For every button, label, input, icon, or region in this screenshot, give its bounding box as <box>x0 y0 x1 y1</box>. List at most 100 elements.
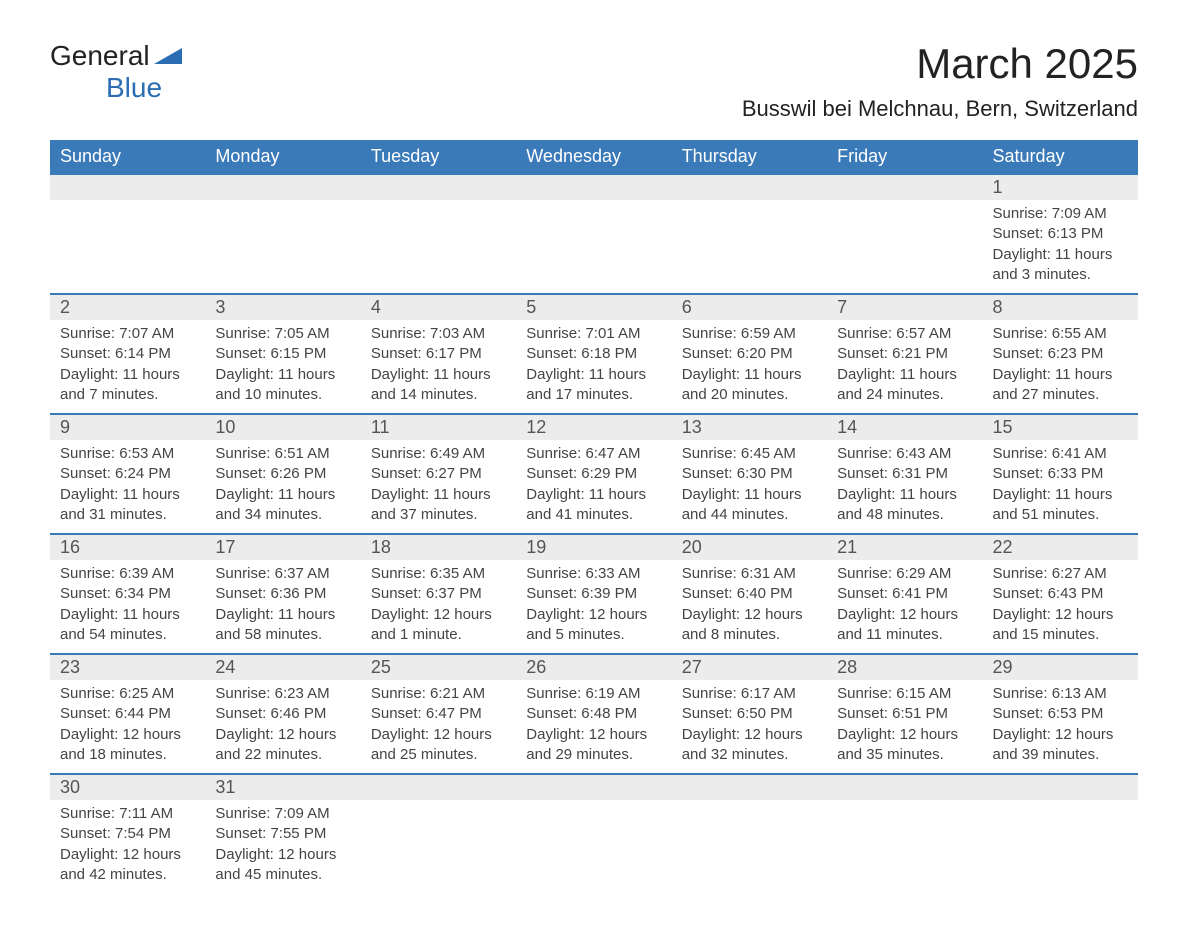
empty-cell <box>827 774 982 800</box>
daylight-text: Daylight: 11 hours and 34 minutes. <box>215 485 350 526</box>
day-number: 7 <box>827 294 982 320</box>
daylight-text: Daylight: 12 hours and 1 minute. <box>371 605 506 646</box>
day-number: 15 <box>983 414 1138 440</box>
sunrise-text: Sunrise: 7:01 AM <box>526 324 661 344</box>
week-daynum-row: 1 <box>50 174 1138 200</box>
sunrise-text: Sunrise: 6:35 AM <box>371 564 506 584</box>
daylight-text: Daylight: 12 hours and 15 minutes. <box>993 605 1128 646</box>
sunset-text: Sunset: 6:18 PM <box>526 344 661 364</box>
sunset-text: Sunset: 6:29 PM <box>526 464 661 484</box>
day-header: Monday <box>205 140 360 174</box>
day-number: 31 <box>205 774 360 800</box>
week-daynum-row: 23242526272829 <box>50 654 1138 680</box>
day-header: Tuesday <box>361 140 516 174</box>
sunset-text: Sunset: 6:47 PM <box>371 704 506 724</box>
day-number: 23 <box>50 654 205 680</box>
sunrise-text: Sunrise: 6:19 AM <box>526 684 661 704</box>
empty-cell <box>516 774 671 800</box>
day-details: Sunrise: 6:49 AMSunset: 6:27 PMDaylight:… <box>361 440 516 534</box>
daylight-text: Daylight: 11 hours and 20 minutes. <box>682 365 817 406</box>
sunset-text: Sunset: 6:37 PM <box>371 584 506 604</box>
day-details: Sunrise: 6:31 AMSunset: 6:40 PMDaylight:… <box>672 560 827 654</box>
daylight-text: Daylight: 11 hours and 37 minutes. <box>371 485 506 526</box>
week-detail-row: Sunrise: 7:07 AMSunset: 6:14 PM Daylight:… <box>50 320 1138 414</box>
empty-cell <box>516 200 671 294</box>
day-number: 16 <box>50 534 205 560</box>
empty-cell <box>827 800 982 893</box>
day-details: Sunrise: 7:09 AMSunset: 7:55 PMDaylight:… <box>205 800 360 893</box>
sunrise-text: Sunrise: 6:27 AM <box>993 564 1128 584</box>
day-details: Sunrise: 6:27 AMSunset: 6:43 PMDaylight:… <box>983 560 1138 654</box>
day-details: Sunrise: 6:33 AMSunset: 6:39 PMDaylight:… <box>516 560 671 654</box>
daylight-text: Daylight: 12 hours and 25 minutes. <box>371 725 506 766</box>
sunset-text: Sunset: 6:30 PM <box>682 464 817 484</box>
day-details: Sunrise: 6:23 AMSunset: 6:46 PMDaylight:… <box>205 680 360 774</box>
day-details: Sunrise: 7:05 AMSunset: 6:15 PMDaylight:… <box>205 320 360 414</box>
page-header: General Blue March 2025 Busswil bei Melc… <box>50 40 1138 122</box>
sunset-text: Sunset: 6:13 PM <box>993 224 1128 244</box>
sunrise-text: Sunrise: 7:11 AM <box>60 804 195 824</box>
empty-cell <box>361 774 516 800</box>
day-details: Sunrise: 7:03 AMSunset: 6:17 PMDaylight:… <box>361 320 516 414</box>
sunrise-text: Sunrise: 6:17 AM <box>682 684 817 704</box>
day-details: Sunrise: 6:15 AMSunset: 6:51 PMDaylight:… <box>827 680 982 774</box>
empty-cell <box>672 800 827 893</box>
sunset-text: Sunset: 7:55 PM <box>215 824 350 844</box>
empty-cell <box>827 200 982 294</box>
sunset-text: Sunset: 6:24 PM <box>60 464 195 484</box>
empty-cell <box>827 174 982 200</box>
sunrise-text: Sunrise: 6:59 AM <box>682 324 817 344</box>
sunrise-text: Sunrise: 6:47 AM <box>526 444 661 464</box>
sunrise-text: Sunrise: 6:37 AM <box>215 564 350 584</box>
daylight-text: Daylight: 12 hours and 42 minutes. <box>60 845 195 886</box>
sunset-text: Sunset: 6:34 PM <box>60 584 195 604</box>
day-details: Sunrise: 6:29 AMSunset: 6:41 PMDaylight:… <box>827 560 982 654</box>
sunset-text: Sunset: 6:14 PM <box>60 344 195 364</box>
empty-cell <box>983 774 1138 800</box>
week-detail-row: Sunrise: 7:09 AMSunset: 6:13 PMDaylight:… <box>50 200 1138 294</box>
day-number: 10 <box>205 414 360 440</box>
day-number: 9 <box>50 414 205 440</box>
day-details: Sunrise: 6:51 AMSunset: 6:26 PMDaylight:… <box>205 440 360 534</box>
week-detail-row: Sunrise: 6:25 AMSunset: 6:44 PM Daylight:… <box>50 680 1138 774</box>
sunrise-text: Sunrise: 6:23 AM <box>215 684 350 704</box>
daylight-text: Daylight: 11 hours and 10 minutes. <box>215 365 350 406</box>
sunset-text: Sunset: 6:50 PM <box>682 704 817 724</box>
daylight-text: Daylight: 11 hours and 14 minutes. <box>371 365 506 406</box>
week-detail-row: Sunrise: 6:53 AMSunset: 6:24 PMDaylight:… <box>50 440 1138 534</box>
week-detail-row: Sunrise: 6:39 AMSunset: 6:34 PM Daylight:… <box>50 560 1138 654</box>
day-number: 18 <box>361 534 516 560</box>
sunrise-text: Sunrise: 7:07 AM <box>60 324 195 344</box>
sunset-text: Sunset: 6:46 PM <box>215 704 350 724</box>
daylight-text: Daylight: 11 hours and 41 minutes. <box>526 485 661 526</box>
sunrise-text: Sunrise: 6:39 AM <box>60 564 195 584</box>
sunset-text: Sunset: 6:20 PM <box>682 344 817 364</box>
sunset-text: Sunset: 6:44 PM <box>60 704 195 724</box>
week-daynum-row: 3031 <box>50 774 1138 800</box>
empty-cell <box>50 174 205 200</box>
day-number: 5 <box>516 294 671 320</box>
sunrise-text: Sunrise: 6:49 AM <box>371 444 506 464</box>
day-number: 17 <box>205 534 360 560</box>
empty-cell <box>672 774 827 800</box>
brand-name-1: General <box>50 40 150 72</box>
sunset-text: Sunset: 6:40 PM <box>682 584 817 604</box>
sunrise-text: Sunrise: 6:43 AM <box>837 444 972 464</box>
sunset-text: Sunset: 6:26 PM <box>215 464 350 484</box>
sunset-text: Sunset: 6:23 PM <box>993 344 1128 364</box>
day-details: Sunrise: 7:07 AMSunset: 6:14 PMDaylight:… <box>50 320 205 414</box>
sunrise-text: Sunrise: 6:31 AM <box>682 564 817 584</box>
empty-cell <box>361 800 516 893</box>
daylight-text: Daylight: 11 hours and 58 minutes. <box>215 605 350 646</box>
day-number: 24 <box>205 654 360 680</box>
daylight-text: Daylight: 12 hours and 39 minutes. <box>993 725 1128 766</box>
day-details: Sunrise: 6:57 AMSunset: 6:21 PMDaylight:… <box>827 320 982 414</box>
sunset-text: Sunset: 7:54 PM <box>60 824 195 844</box>
daylight-text: Daylight: 11 hours and 31 minutes. <box>60 485 195 526</box>
sunset-text: Sunset: 6:33 PM <box>993 464 1128 484</box>
brand-triangle-icon <box>154 44 182 69</box>
day-number: 12 <box>516 414 671 440</box>
sunrise-text: Sunrise: 6:25 AM <box>60 684 195 704</box>
sunrise-text: Sunrise: 6:53 AM <box>60 444 195 464</box>
sunrise-text: Sunrise: 6:33 AM <box>526 564 661 584</box>
